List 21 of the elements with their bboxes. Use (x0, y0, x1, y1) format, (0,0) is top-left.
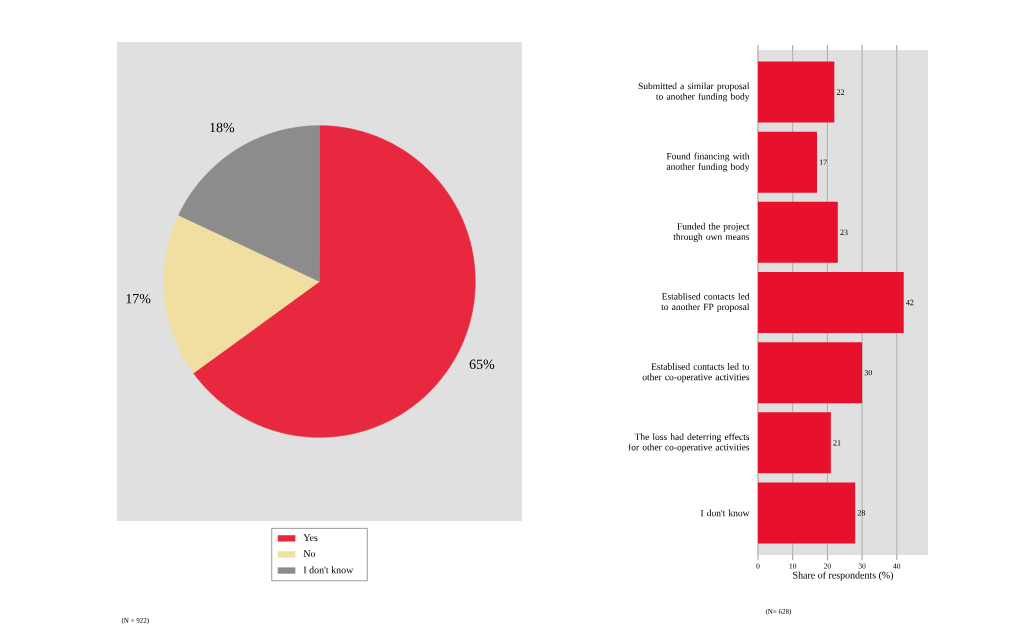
y-tick-label: Submitted a similar proposal to another funding body (638, 82, 750, 102)
data-label: 65% (469, 359, 495, 369)
bar (758, 482, 856, 544)
y-tick-label: The loss had deterring effects for other co-operative activities (628, 433, 750, 453)
y-tick-label: I don't know (700, 509, 750, 517)
data-label: 18% (210, 122, 235, 133)
y-tick-label: Establised contacts led to another FP proposal (661, 292, 750, 313)
bar (758, 342, 863, 404)
bar (758, 412, 831, 474)
bar (758, 61, 835, 123)
legend-label: Yes (303, 534, 318, 541)
y-tick-label: Found financing with another funding body (666, 152, 750, 172)
bar (758, 201, 838, 263)
x-axis-title: Share of respondents (%) (793, 571, 894, 581)
y-tick-label: Funded the project through own means (673, 222, 750, 242)
legend-label: I don't know (303, 566, 354, 574)
y-tick-label: Establised contacts led to other co-operative activities (642, 363, 750, 383)
data-label: 17% (126, 293, 151, 304)
bar (758, 271, 904, 333)
legend-label: No (303, 550, 316, 557)
bar (758, 131, 817, 193)
